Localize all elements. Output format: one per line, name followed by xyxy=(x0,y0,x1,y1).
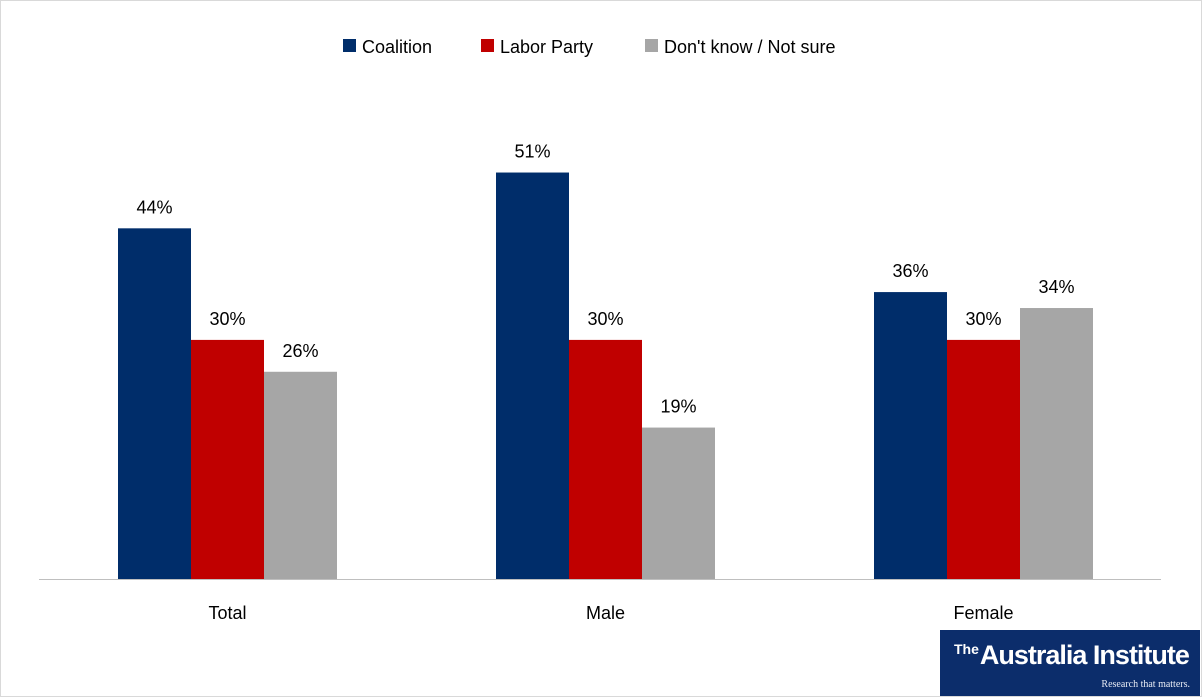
bar-coalition-total xyxy=(118,228,191,579)
data-label-don-t-know-not-sure-total: 26% xyxy=(282,341,318,361)
data-label-coalition-female: 36% xyxy=(892,261,928,281)
data-label-labor-party-total: 30% xyxy=(209,309,245,329)
bar-don-t-know-not-sure-female xyxy=(1020,308,1093,579)
bar-labor-party-female xyxy=(947,339,1020,579)
legend-swatch-labor-party xyxy=(481,39,494,52)
bar-coalition-female xyxy=(874,292,947,579)
x-tick-label-total: Total xyxy=(208,603,246,623)
x-tick-label-male: Male xyxy=(586,603,625,623)
data-label-don-t-know-not-sure-female: 34% xyxy=(1038,277,1074,297)
bar-coalition-male xyxy=(496,172,569,579)
logo-tagline: Research that matters. xyxy=(1101,679,1190,690)
bar-don-t-know-not-sure-male xyxy=(642,427,715,579)
logo-wordmark: TheAustralia Institute xyxy=(954,640,1190,670)
bar-labor-party-male xyxy=(569,339,642,579)
x-tick-label-female: Female xyxy=(953,603,1013,623)
bar-don-t-know-not-sure-total xyxy=(264,371,337,579)
data-label-labor-party-male: 30% xyxy=(587,309,623,329)
data-label-labor-party-female: 30% xyxy=(965,309,1001,329)
legend-label-coalition: Coalition xyxy=(362,37,432,57)
bar-labor-party-total xyxy=(191,339,264,579)
data-label-don-t-know-not-sure-male: 19% xyxy=(660,397,696,417)
legend-swatch-don-t-know-not-sure xyxy=(645,39,658,52)
legend-swatch-coalition xyxy=(343,39,356,52)
australia-institute-logo: TheAustralia Institute Research that mat… xyxy=(940,630,1200,696)
legend-label-don-t-know-not-sure: Don't know / Not sure xyxy=(664,37,836,57)
legend-label-labor-party: Labor Party xyxy=(500,37,593,57)
data-label-coalition-male: 51% xyxy=(514,142,550,162)
data-label-coalition-total: 44% xyxy=(136,197,172,217)
